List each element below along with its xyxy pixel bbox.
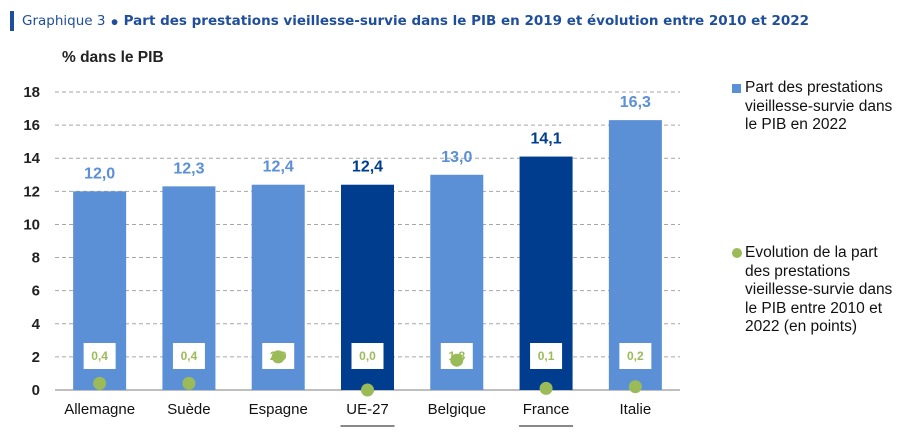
- evolution-value-label: 0,1: [538, 349, 555, 363]
- legend-item-bars: Part des prestations vieillesse-survie d…: [732, 79, 905, 135]
- y-tick-label: 0: [32, 382, 40, 399]
- evolution-label-box: [530, 343, 563, 369]
- x-tick-label: Belgique: [428, 401, 486, 418]
- bar-value-label: 12,4: [352, 159, 383, 176]
- evolution-dot: [539, 381, 553, 395]
- y-tick-label: 16: [23, 117, 40, 134]
- title-text: Part des prestations vieillesse-survie d…: [123, 13, 810, 29]
- y-tick-label: 12: [23, 183, 40, 200]
- y-tick-label: 10: [23, 216, 40, 233]
- evolution-dot: [271, 350, 285, 364]
- bar-value-label: 14,1: [531, 131, 562, 148]
- title-accent-bar: [10, 11, 14, 31]
- x-tick-label: France: [523, 401, 570, 418]
- chart-title: Graphique 3 ● Part des prestations vieil…: [10, 11, 809, 31]
- x-tick-label: Espagne: [249, 401, 308, 418]
- evolution-value-label: 0,2: [627, 349, 644, 363]
- title-bullet: ●: [110, 13, 119, 29]
- evolution-label-box: [172, 343, 205, 369]
- legend-label-dots: Evolution de la part des prestations vie…: [745, 244, 893, 335]
- bar-value-label: 12,3: [173, 160, 204, 177]
- y-tick-label: 6: [32, 283, 40, 300]
- evolution-label-box: [619, 343, 652, 369]
- y-tick-label: 2: [32, 349, 40, 366]
- x-tick-label: Italie: [620, 401, 652, 418]
- evolution-value-label: 0,0: [359, 349, 376, 363]
- bar-value-label: 12,0: [84, 165, 115, 182]
- x-tick-label: UE-27: [346, 401, 389, 418]
- bar-value-label: 12,4: [263, 159, 294, 176]
- evolution-label-box: [83, 343, 116, 369]
- evolution-dot: [182, 376, 196, 390]
- bar-value-label: 16,3: [620, 94, 651, 111]
- evolution-dot: [450, 353, 464, 367]
- y-tick-label: 8: [32, 250, 40, 267]
- y-tick-label: 14: [23, 150, 40, 167]
- legend-item-dots: Evolution de la part des prestations vie…: [732, 244, 905, 337]
- bar-value-label: 13,0: [441, 149, 472, 166]
- y-axis-label: % dans le PIB: [62, 49, 164, 66]
- evolution-label-box: [351, 343, 384, 369]
- x-tick-label: Suède: [167, 401, 210, 418]
- evolution-value-label: 0,4: [91, 349, 108, 363]
- evolution-dot: [93, 376, 107, 390]
- evolution-value-label: 0,4: [181, 349, 198, 363]
- y-tick-label: 18: [23, 84, 40, 101]
- x-tick-label: Allemagne: [64, 401, 135, 418]
- evolution-dot: [361, 383, 374, 397]
- y-tick-label: 4: [32, 316, 41, 333]
- legend-swatch-bars: [732, 84, 741, 93]
- title-prefix: Graphique 3: [22, 13, 106, 29]
- legend-label-bars: Part des prestations vieillesse-survie d…: [745, 79, 893, 133]
- evolution-dot: [628, 380, 642, 394]
- legend-swatch-dots: [732, 248, 742, 258]
